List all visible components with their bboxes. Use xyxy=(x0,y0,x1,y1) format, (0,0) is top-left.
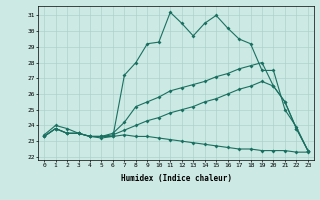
X-axis label: Humidex (Indice chaleur): Humidex (Indice chaleur) xyxy=(121,174,231,183)
